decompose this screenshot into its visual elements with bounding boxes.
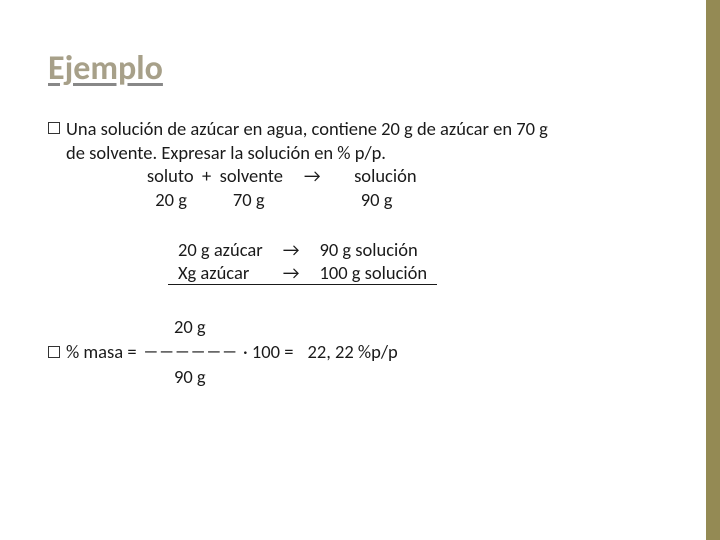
slide-content: Ejemplo Una solución de azúcar en agua, … — [0, 0, 720, 389]
proportion-table: 20 g azúcar → 90 g solución Xg azúcar → … — [168, 238, 437, 285]
proportion-cell: 100 g solución — [309, 261, 437, 285]
formula-result: 22, 22 %p/p — [307, 340, 397, 363]
table-row: Xg azúcar → 100 g solución — [168, 261, 437, 285]
proportion-cell: Xg azúcar — [168, 261, 273, 285]
formula-mid: · 100 = — [243, 340, 293, 363]
fraction: 20 g ―――――― 90 g — [143, 315, 238, 389]
proportion-cell: → — [273, 261, 310, 285]
formula-label: % masa = — [66, 340, 137, 363]
problem-line-2: de solvente. Expresar la solución en % p… — [66, 141, 548, 165]
formula-block: % masa = 20 g ―――――― 90 g · 100 = 22, 22… — [48, 315, 680, 389]
table-row: 20 g azúcar → 90 g solución — [168, 238, 437, 261]
problem-line-1: Una solución de azúcar en agua, contiene… — [66, 117, 548, 141]
proportion-cell: 20 g azúcar — [168, 238, 273, 261]
proportion-cell: 90 g solución — [309, 238, 437, 261]
fraction-divider: ―――――― — [143, 339, 238, 363]
accent-bar — [706, 0, 720, 540]
square-bullet-icon — [48, 346, 60, 358]
problem-statement: Una solución de azúcar en agua, contiene… — [48, 117, 680, 212]
equation-row-2: 20 g 70 g 90 g — [80, 188, 548, 212]
fraction-numerator: 20 g — [156, 315, 224, 339]
slide-title: Ejemplo — [48, 48, 680, 89]
fraction-denominator: 90 g — [174, 363, 206, 389]
square-bullet-icon — [48, 122, 60, 134]
proportion-cell: → — [273, 238, 310, 261]
equation-row-1: soluto + solvente → solución — [80, 164, 548, 188]
